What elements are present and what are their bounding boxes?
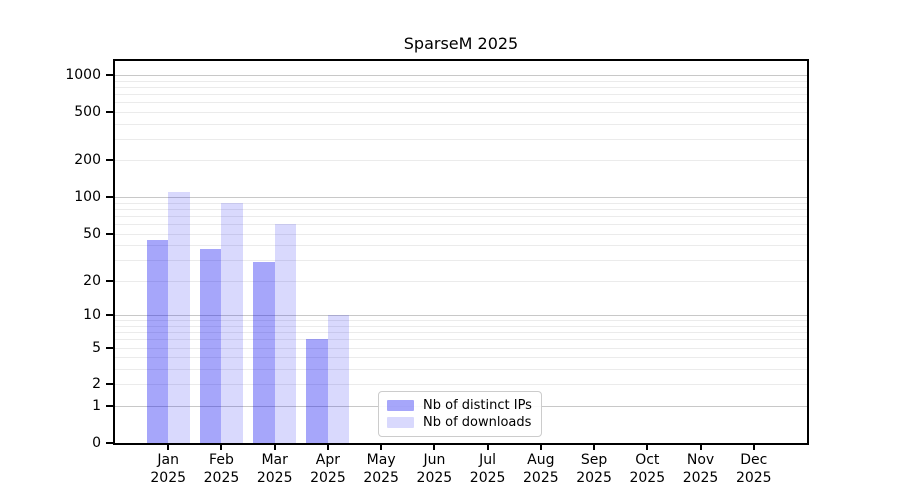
y-gridline-minor bbox=[115, 245, 807, 247]
y-tick-label: 50 bbox=[83, 225, 101, 242]
y-tick-label: 20 bbox=[83, 272, 101, 289]
x-tick bbox=[273, 443, 276, 450]
y-tick-label: 10 bbox=[83, 307, 101, 324]
bar-downloads-jan bbox=[168, 191, 190, 443]
y-gridline-minor bbox=[115, 160, 807, 162]
x-tick bbox=[539, 443, 542, 450]
y-tick bbox=[106, 383, 113, 386]
y-tick bbox=[106, 314, 113, 317]
y-tick bbox=[106, 159, 113, 162]
y-tick-label: 5 bbox=[92, 339, 101, 356]
plot-area: 0 1 2 5 10 20 50 100 200 500 1000 Jan 2025 Feb 2025 Mar… bbox=[65, 59, 809, 486]
x-tick-label: Apr 2025 bbox=[310, 452, 346, 486]
legend-swatch-downloads bbox=[387, 417, 414, 428]
bar-downloads-feb bbox=[221, 202, 243, 443]
y-gridline-minor bbox=[115, 208, 807, 210]
x-tick-label: Sep 2025 bbox=[576, 452, 612, 486]
y-gridline-minor bbox=[115, 123, 807, 125]
x-tick-label: Dec 2025 bbox=[735, 452, 772, 486]
y-tick-label: 0 bbox=[92, 435, 101, 451]
y-tick bbox=[106, 232, 113, 235]
y-tick bbox=[106, 110, 113, 113]
y-tick-label: 200 bbox=[74, 152, 101, 169]
y-gridline-minor bbox=[115, 202, 807, 204]
y-tick-label: 1 bbox=[92, 398, 101, 415]
y-tick bbox=[106, 346, 113, 349]
x-tick bbox=[699, 443, 702, 450]
y-gridline-minor bbox=[115, 384, 807, 386]
y-tick bbox=[106, 196, 113, 199]
y-gridline-major bbox=[115, 197, 807, 199]
legend: Nb of distinct IPs Nb of downloads bbox=[378, 391, 542, 437]
y-tick bbox=[106, 279, 113, 282]
y-gridline-minor bbox=[115, 138, 807, 140]
x-tick-label: Nov 2025 bbox=[682, 452, 719, 486]
y-gridline-minor bbox=[115, 93, 807, 95]
y-gridline-minor bbox=[115, 347, 807, 349]
y-gridline-major bbox=[115, 74, 807, 76]
x-tick-label: Jun 2025 bbox=[416, 452, 453, 486]
y-tick-label: 2 bbox=[92, 376, 101, 393]
y-gridline-minor bbox=[115, 215, 807, 217]
x-tick-label: Jul 2025 bbox=[469, 452, 506, 486]
y-gridline-minor bbox=[115, 280, 807, 282]
y-gridline-minor bbox=[115, 320, 807, 322]
x-tick-label: Feb 2025 bbox=[203, 452, 240, 486]
bar-downloads-mar bbox=[274, 224, 297, 443]
x-tick bbox=[646, 443, 649, 450]
legend-item-downloads: Nb of downloads bbox=[387, 415, 532, 430]
x-tick bbox=[380, 443, 383, 450]
y-tick bbox=[106, 405, 113, 408]
x-tick bbox=[433, 443, 436, 450]
x-tick-label: Jan 2025 bbox=[150, 452, 187, 486]
y-tick bbox=[106, 442, 113, 444]
x-tick bbox=[752, 443, 755, 450]
y-gridline-major bbox=[115, 315, 807, 317]
legend-swatch-distinct-ips bbox=[387, 400, 414, 411]
x-tick bbox=[486, 443, 489, 450]
x-tick-label: May 2025 bbox=[363, 452, 399, 486]
y-tick-label: 100 bbox=[74, 189, 101, 206]
x-tick bbox=[220, 443, 223, 450]
bar-downloads-apr bbox=[327, 315, 350, 443]
y-gridline-minor bbox=[115, 357, 807, 359]
bar-distinct-ips-feb bbox=[199, 249, 222, 443]
legend-label-distinct-ips: Nb of distinct IPs bbox=[423, 398, 532, 413]
x-tick-label: Aug 2025 bbox=[523, 452, 559, 486]
y-tick bbox=[106, 73, 113, 76]
y-gridline-minor bbox=[115, 102, 807, 104]
x-tick bbox=[326, 443, 329, 450]
y-gridline-minor bbox=[115, 369, 807, 371]
y-gridline-minor bbox=[115, 233, 807, 235]
x-tick bbox=[167, 443, 170, 450]
y-tick-label: 1000 bbox=[65, 66, 101, 83]
y-gridline-minor bbox=[115, 224, 807, 225]
legend-label-downloads: Nb of downloads bbox=[423, 415, 532, 430]
x-tick bbox=[593, 443, 596, 450]
y-gridline-minor bbox=[115, 86, 807, 88]
y-gridline-minor bbox=[115, 111, 807, 113]
y-gridline-minor bbox=[115, 325, 807, 327]
y-gridline-minor bbox=[115, 80, 807, 82]
chart-title: SparseM 2025 bbox=[403, 34, 519, 53]
bar-distinct-ips-mar bbox=[253, 261, 275, 443]
bar-distinct-ips-apr bbox=[306, 339, 328, 443]
x-tick-label: Mar 2025 bbox=[256, 452, 293, 486]
y-gridline-minor bbox=[115, 260, 807, 262]
x-tick-label: Oct 2025 bbox=[629, 452, 666, 486]
y-gridline-minor bbox=[115, 332, 807, 334]
legend-item-distinct-ips: Nb of distinct IPs bbox=[387, 398, 532, 413]
y-gridline-minor bbox=[115, 339, 807, 341]
bar-distinct-ips-jan bbox=[146, 240, 169, 443]
y-tick-label: 500 bbox=[74, 103, 101, 120]
